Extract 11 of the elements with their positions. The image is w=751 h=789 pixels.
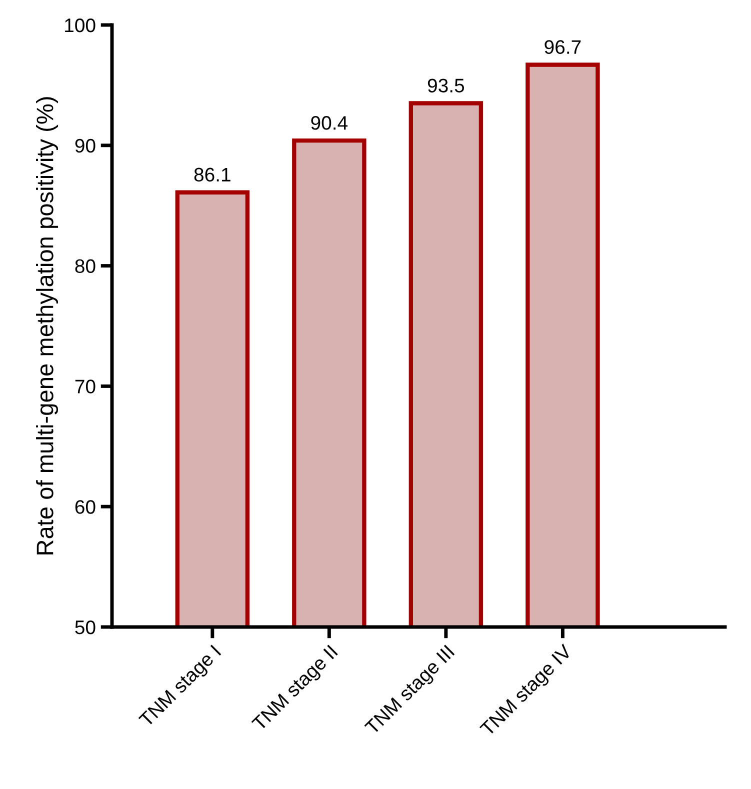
data-label: 96.7 [544,40,581,54]
y-tick-label: 80 [75,259,96,274]
y-tick-label: 90 [75,138,96,153]
data-label: 86.1 [194,168,230,182]
y-tick-label: 50 [75,620,96,634]
y-tick-label: 100 [65,18,96,32]
data-label: 93.5 [428,78,464,92]
y-tick-label: 60 [75,500,96,514]
y-axis-title: Rate of multi-gene methylation positivity (%) [36,97,58,554]
y-tick-label: 70 [75,380,96,394]
data-label: 90.4 [311,116,348,130]
